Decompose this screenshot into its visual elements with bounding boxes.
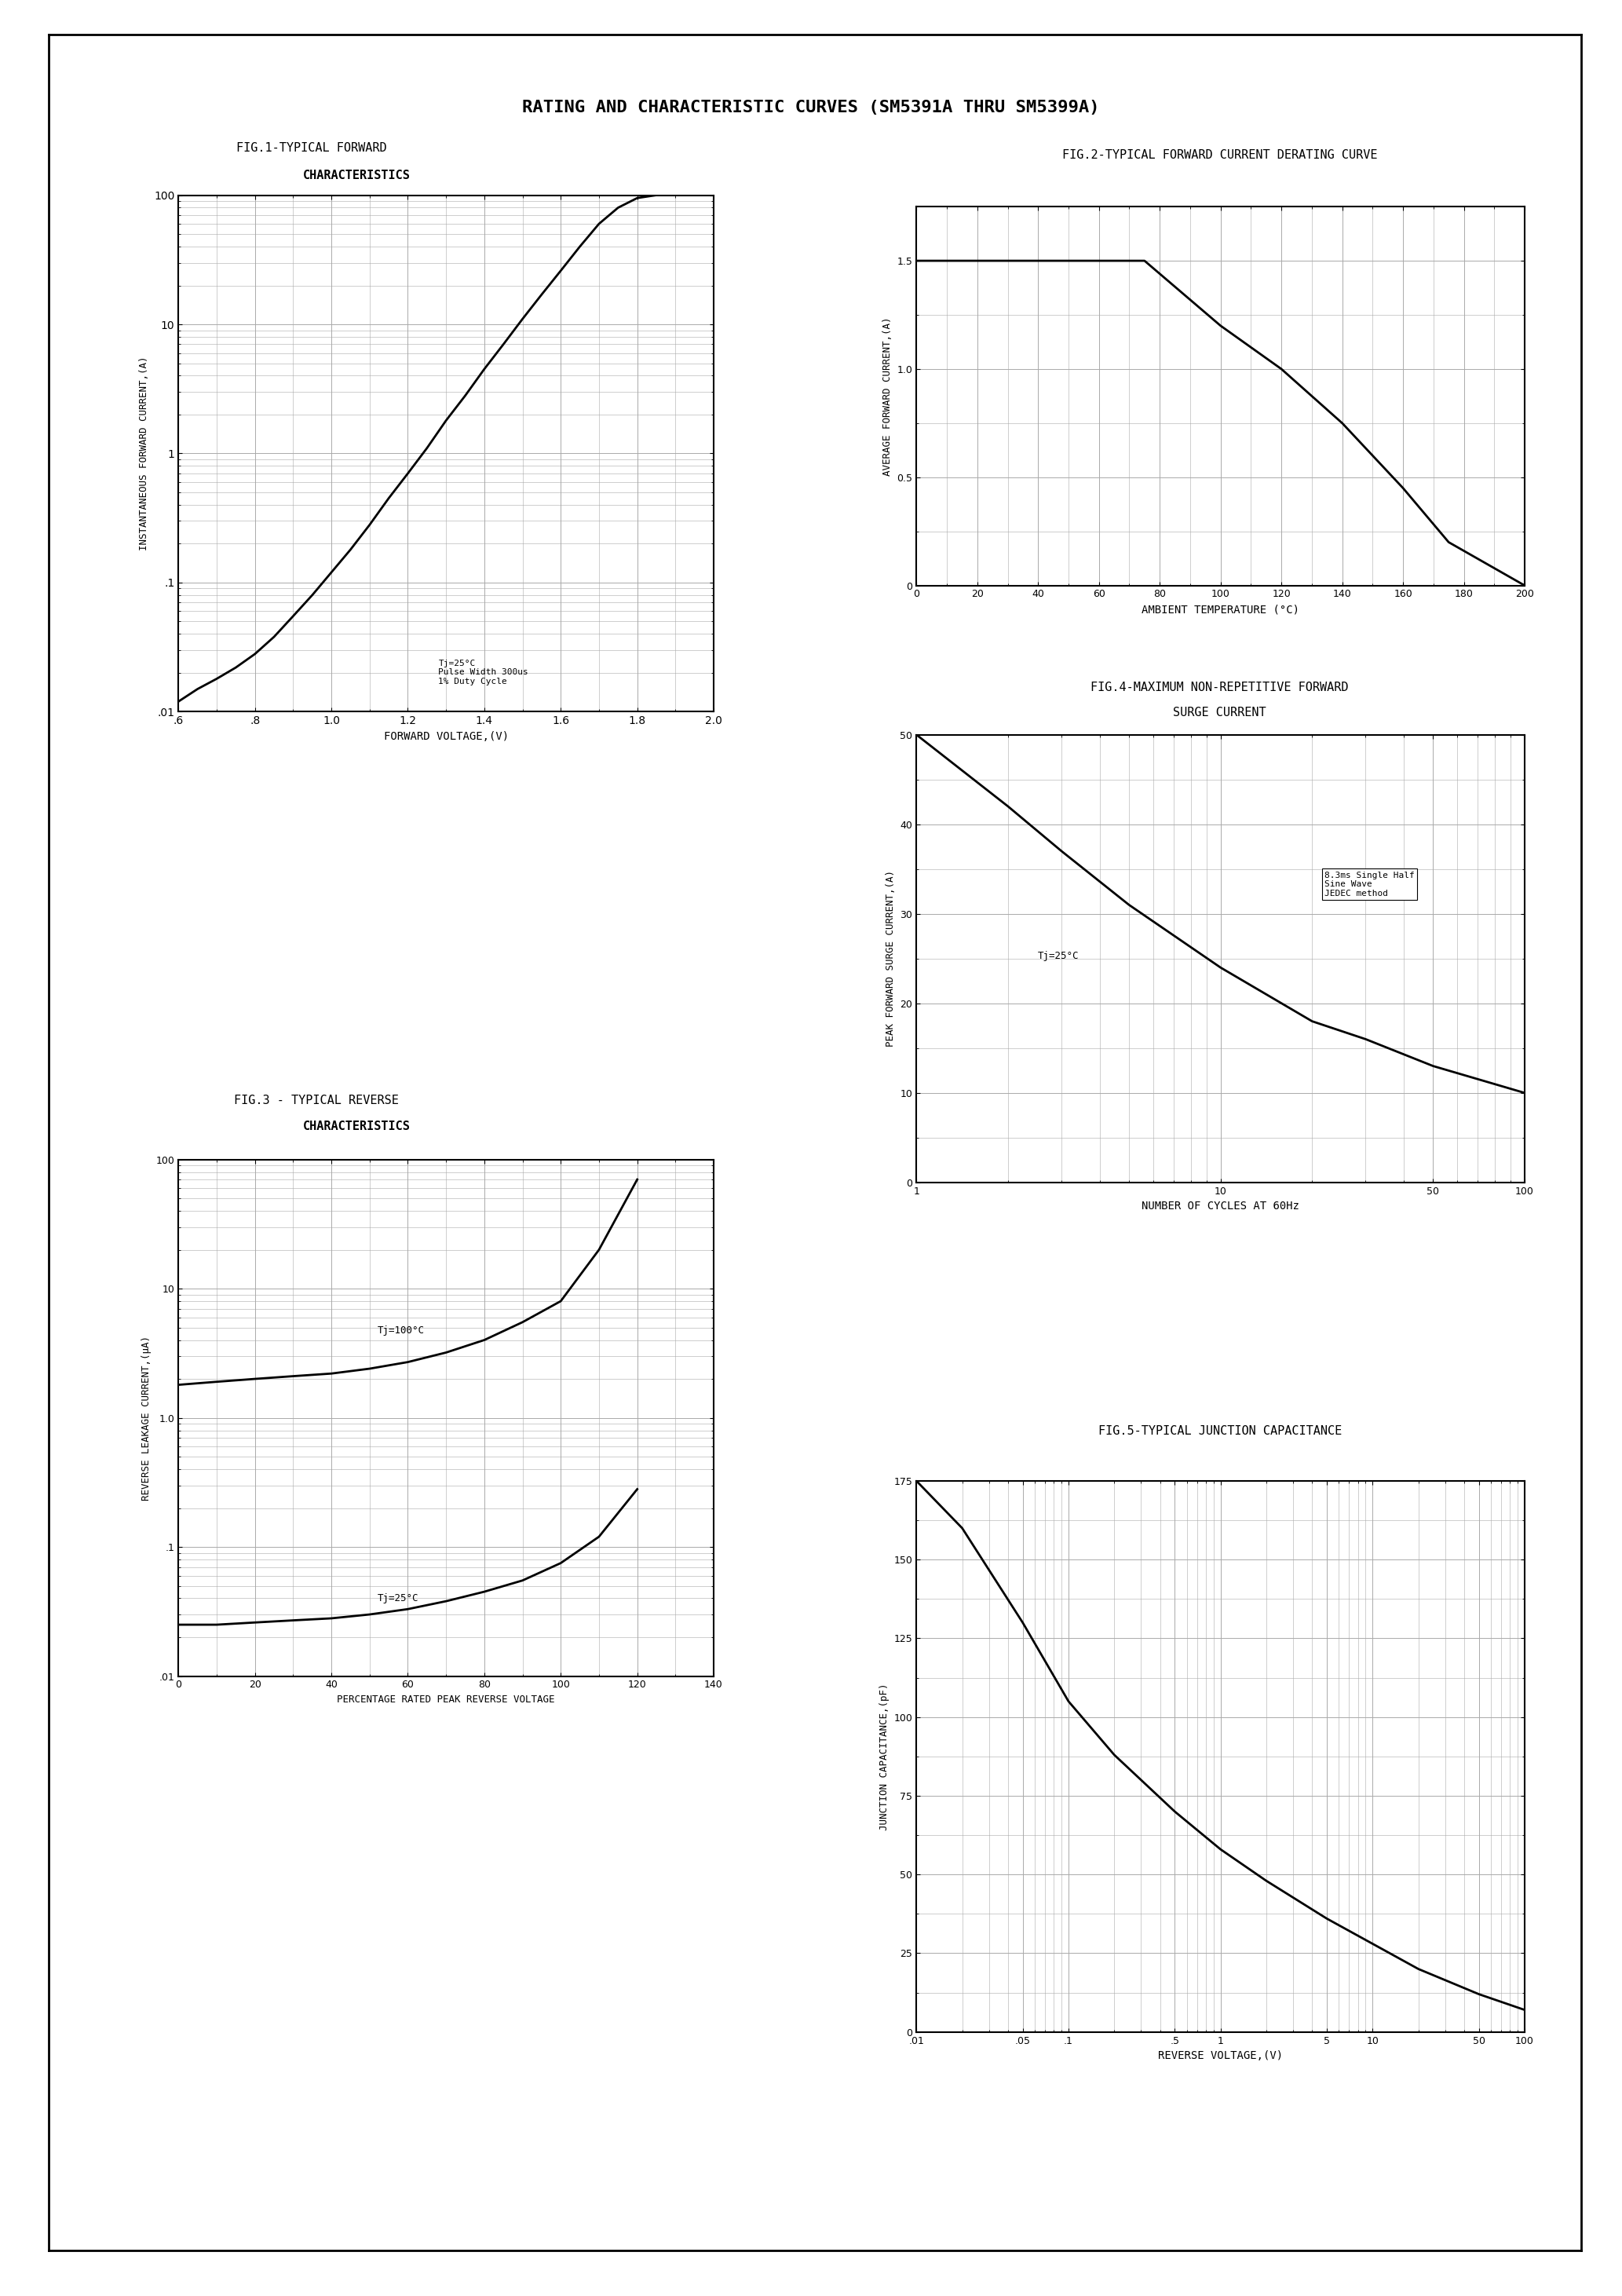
X-axis label: PERCENTAGE RATED PEAK REVERSE VOLTAGE: PERCENTAGE RATED PEAK REVERSE VOLTAGE <box>337 1694 555 1704</box>
Y-axis label: PEAK FORWARD SURGE CURRENT,(A): PEAK FORWARD SURGE CURRENT,(A) <box>886 870 895 1047</box>
Text: CHARACTERISTICS: CHARACTERISTICS <box>303 1120 410 1132</box>
Text: 8.3ms Single Half
Sine Wave
JEDEC method: 8.3ms Single Half Sine Wave JEDEC method <box>1325 872 1414 898</box>
Text: Tj=100°C: Tj=100°C <box>378 1325 425 1336</box>
Text: RATING AND CHARACTERISTIC CURVES (SM5391A THRU SM5399A): RATING AND CHARACTERISTIC CURVES (SM5391… <box>522 101 1100 115</box>
Y-axis label: AVERAGE FORWARD CURRENT,(A): AVERAGE FORWARD CURRENT,(A) <box>882 317 892 475</box>
Text: Tj=25°C
Pulse Width 300us
1% Duty Cycle: Tj=25°C Pulse Width 300us 1% Duty Cycle <box>438 659 529 687</box>
Text: FIG.4-MAXIMUM NON-REPETITIVE FORWARD: FIG.4-MAXIMUM NON-REPETITIVE FORWARD <box>1090 682 1350 693</box>
Y-axis label: JUNCTION CAPACITANCE,(pF): JUNCTION CAPACITANCE,(pF) <box>879 1683 889 1830</box>
X-axis label: NUMBER OF CYCLES AT 60Hz: NUMBER OF CYCLES AT 60Hz <box>1142 1201 1299 1212</box>
Text: FIG.3 - TYPICAL REVERSE: FIG.3 - TYPICAL REVERSE <box>234 1095 399 1107</box>
Text: SURGE CURRENT: SURGE CURRENT <box>1173 707 1267 719</box>
X-axis label: REVERSE VOLTAGE,(V): REVERSE VOLTAGE,(V) <box>1158 2050 1283 2062</box>
Text: FIG.5-TYPICAL JUNCTION CAPACITANCE: FIG.5-TYPICAL JUNCTION CAPACITANCE <box>1098 1426 1341 1437</box>
Text: FIG.2-TYPICAL FORWARD CURRENT DERATING CURVE: FIG.2-TYPICAL FORWARD CURRENT DERATING C… <box>1062 149 1377 161</box>
X-axis label: AMBIENT TEMPERATURE (°C): AMBIENT TEMPERATURE (°C) <box>1142 604 1299 615</box>
Text: Tj=25°C: Tj=25°C <box>1038 951 1079 962</box>
Text: Tj=25°C: Tj=25°C <box>378 1593 418 1603</box>
Y-axis label: INSTANTANEOUS FORWARD CURRENT,(A): INSTANTANEOUS FORWARD CURRENT,(A) <box>139 356 149 551</box>
Y-axis label: REVERSE LEAKAGE CURRENT,(μA): REVERSE LEAKAGE CURRENT,(μA) <box>141 1336 151 1499</box>
Text: FIG.1-TYPICAL FORWARD: FIG.1-TYPICAL FORWARD <box>237 142 386 154</box>
Text: CHARACTERISTICS: CHARACTERISTICS <box>303 170 410 181</box>
X-axis label: FORWARD VOLTAGE,(V): FORWARD VOLTAGE,(V) <box>383 730 509 742</box>
